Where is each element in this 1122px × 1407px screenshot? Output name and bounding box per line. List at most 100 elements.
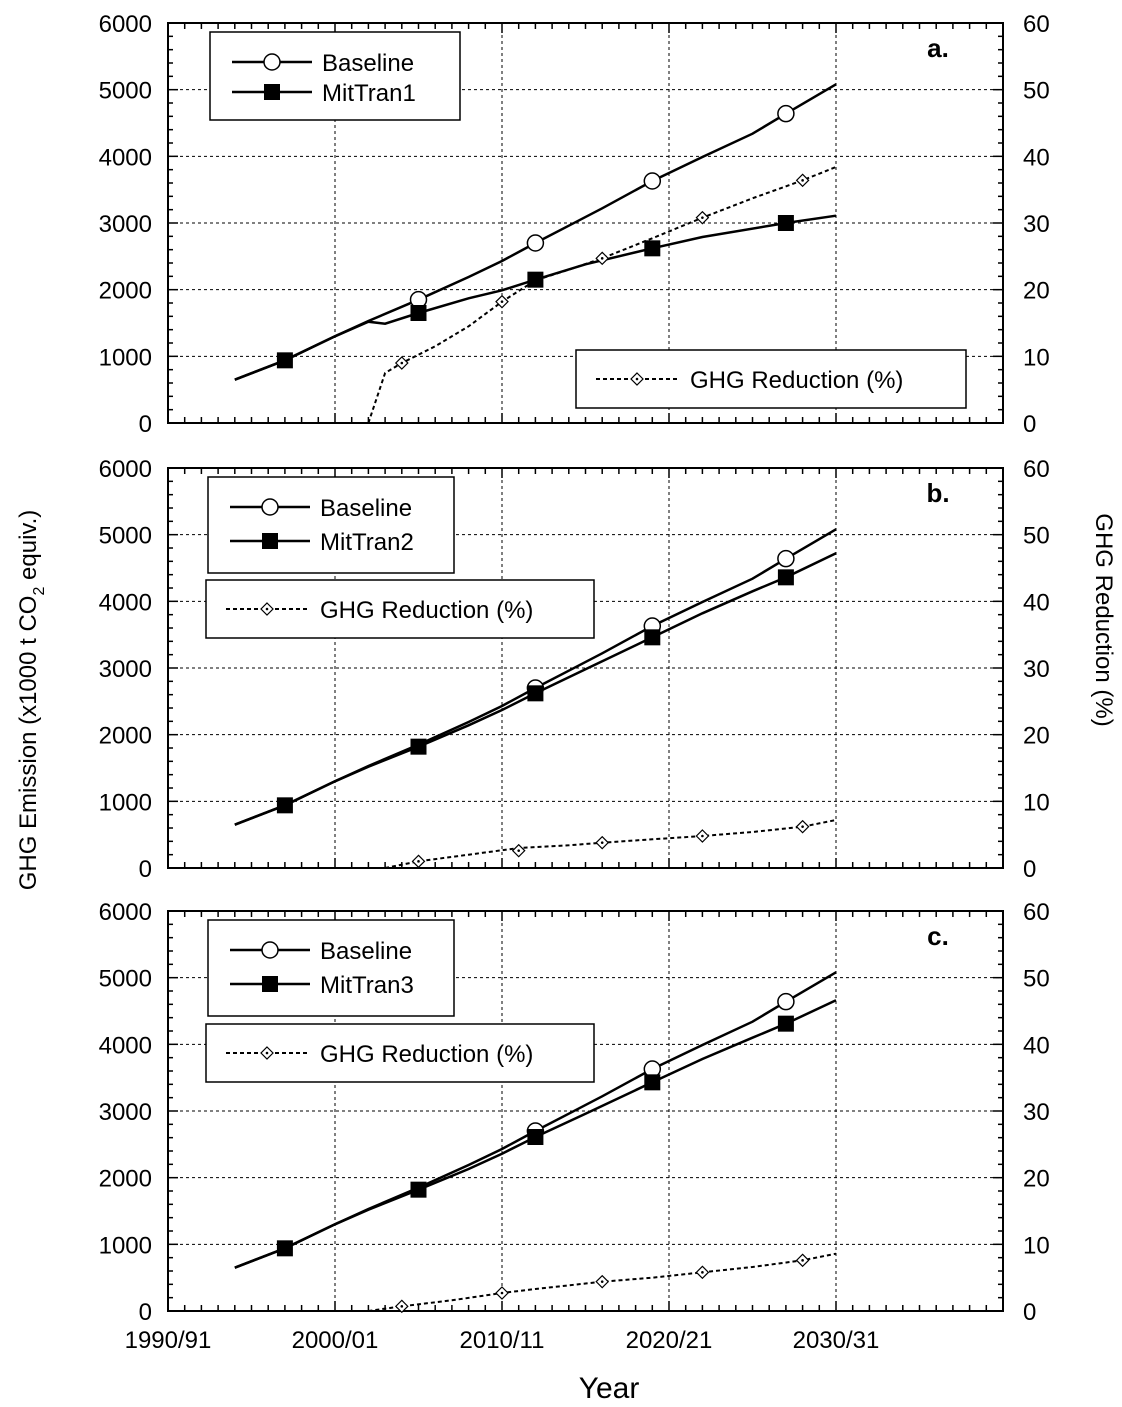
data-point-marker — [527, 685, 544, 702]
y-tick-label-right: 60 — [1023, 11, 1050, 38]
data-point-marker — [643, 172, 662, 190]
series-baseline — [234, 83, 837, 381]
data-point-marker — [644, 629, 661, 646]
legend-main: Baseline MitTran1 — [209, 31, 461, 121]
legend-marker-center — [265, 1051, 269, 1055]
x-tick-label: 2020/21 — [626, 1327, 713, 1354]
data-point-marker-center — [801, 179, 804, 182]
y-tick-label-right: 30 — [1023, 211, 1050, 238]
x-tick-label: 1990/91 — [125, 1327, 212, 1354]
data-point-marker — [410, 1181, 427, 1198]
data-point-marker — [777, 992, 795, 1011]
data-point-marker-center — [400, 361, 404, 365]
left-axis-title-subscript: 2 — [31, 587, 48, 596]
y-tick-label-right: 10 — [1023, 1232, 1050, 1259]
y-tick-label-right: 60 — [1023, 899, 1050, 926]
legend-main: Baseline MitTran2 — [207, 476, 455, 574]
y-tick-label-right: 50 — [1023, 78, 1050, 105]
y-tick-label-right: 30 — [1023, 656, 1050, 683]
panel-label: a. — [927, 33, 949, 63]
y-tick-label-right: 40 — [1023, 589, 1050, 616]
series-mittran3 — [234, 999, 837, 1269]
data-point-marker — [777, 1015, 794, 1032]
chart-panel-2: 0 1000 2000 3000 4000 5000 6000 0 10 20 30 40 50 60 b.… — [99, 456, 1050, 883]
legend-marker — [262, 976, 278, 992]
legend-box — [207, 476, 455, 574]
y-tick-label-left: 5000 — [99, 966, 152, 993]
y-tick-label-right: 0 — [1023, 1299, 1036, 1326]
y-tick-label-right: 40 — [1023, 144, 1050, 171]
y-tick-label-right: 10 — [1023, 344, 1050, 371]
data-point-marker — [410, 305, 427, 321]
data-point-marker — [276, 797, 293, 814]
left-axis-title-end: equiv.) — [15, 510, 42, 587]
y-tick-label-right: 60 — [1023, 456, 1050, 483]
series-line — [234, 552, 837, 826]
y-tick-label-right: 20 — [1023, 278, 1050, 305]
y-tick-label-left: 0 — [139, 1299, 152, 1326]
y-tick-label-left: 2000 — [99, 278, 152, 305]
legend-marker — [262, 533, 278, 549]
y-tick-label-left: 1000 — [99, 789, 152, 816]
data-point-marker — [410, 738, 427, 755]
legend-marker — [261, 941, 279, 959]
y-tick-label-left: 1000 — [99, 344, 152, 371]
y-tick-label-left: 3000 — [99, 656, 152, 683]
series-line — [234, 999, 837, 1269]
y-tick-label-left: 0 — [139, 856, 152, 883]
tick-marks — [167, 467, 1004, 869]
data-point-marker — [644, 240, 661, 257]
legend-label: GHG Reduction (%) — [320, 597, 533, 624]
legend-label: Baseline — [322, 50, 414, 77]
y-tick-label-right: 10 — [1023, 789, 1050, 816]
data-point-marker-center — [400, 1305, 404, 1308]
y-tick-label-left: 1000 — [99, 1232, 152, 1259]
series-line — [367, 166, 837, 424]
data-point-marker-center — [600, 257, 604, 260]
legend-box — [209, 31, 461, 121]
data-point-marker-center — [600, 841, 604, 844]
legend-marker-center — [635, 377, 639, 381]
data-point-marker-center — [801, 825, 804, 828]
series-mittran1 — [234, 214, 837, 381]
chart-panel-1: 0 1000 2000 3000 4000 5000 6000 0 10 20 30 40 50 60 a.… — [99, 11, 1050, 438]
legend-label: Baseline — [320, 938, 412, 965]
y-tick-label-left: 4000 — [99, 589, 152, 616]
data-point-marker-center — [517, 849, 520, 852]
data-point-marker — [777, 215, 794, 231]
x-tick-label: 2000/01 — [292, 1327, 379, 1354]
data-point-marker-center — [500, 300, 504, 303]
left-axis-title: GHG Emission (x1000 t CO2 equiv.) — [15, 510, 48, 891]
legend-marker — [261, 498, 279, 516]
series-line — [384, 819, 837, 869]
x-axis-title: Year — [579, 1372, 640, 1405]
panel-label: b. — [926, 478, 949, 508]
legend-marker — [264, 84, 280, 100]
data-point-marker — [644, 1074, 661, 1091]
tick-marks — [167, 910, 1004, 1312]
chart-panel-3: 0 1000 2000 3000 4000 5000 6000 0 10 20 30 40 50 60 19… — [99, 899, 1050, 1354]
legend-label: Baseline — [320, 495, 412, 522]
y-tick-label-left: 3000 — [99, 211, 152, 238]
tick-marks — [167, 22, 1004, 424]
y-tick-label-left: 4000 — [99, 1032, 152, 1059]
series-ghg-reduction- — [367, 166, 837, 424]
y-tick-label-left: 6000 — [99, 11, 152, 38]
legend-label: GHG Reduction (%) — [320, 1041, 533, 1068]
y-tick-label-left: 6000 — [99, 899, 152, 926]
y-tick-label-left: 5000 — [99, 78, 152, 105]
legend-label: MitTran3 — [320, 972, 414, 999]
data-point-marker-center — [701, 216, 704, 219]
panel-label: c. — [927, 921, 949, 951]
data-point-marker — [276, 1240, 293, 1257]
data-point-marker — [777, 104, 795, 123]
legend-reduction: GHG Reduction (%) — [205, 579, 595, 639]
series-line — [234, 83, 837, 381]
legend-label: MitTran1 — [322, 80, 416, 107]
series-ghg-reduction- — [368, 1252, 837, 1314]
y-tick-label-right: 20 — [1023, 1166, 1050, 1193]
y-tick-label-left: 6000 — [99, 456, 152, 483]
legend-label: MitTran2 — [320, 529, 414, 556]
legend-reduction: GHG Reduction (%) — [205, 1023, 595, 1083]
